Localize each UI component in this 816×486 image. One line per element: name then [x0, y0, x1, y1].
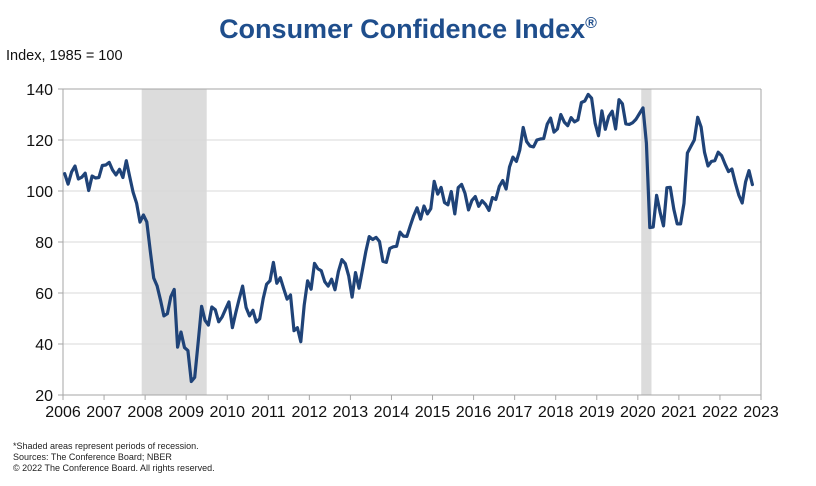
x-tick-label: 2021	[661, 404, 697, 421]
x-tick-label: 2018	[538, 404, 574, 421]
x-tick-label: 2019	[579, 404, 615, 421]
footnote-recession: *Shaded areas represent periods of reces…	[13, 441, 199, 451]
x-tick-label: 2010	[209, 404, 245, 421]
x-tick-label: 2022	[702, 404, 738, 421]
footnote-sources: Sources: The Conference Board; NBER	[13, 452, 172, 462]
series-line-consumer-confidence	[63, 92, 755, 384]
y-axis-label: Index, 1985 = 100	[6, 48, 123, 64]
chart-title-text: Consumer Confidence Index	[219, 14, 586, 44]
x-tick-label: 2017	[497, 404, 533, 421]
y-tick-label: 120	[26, 133, 53, 150]
x-tick-label: 2013	[333, 404, 369, 421]
footnote-copyright: © 2022 The Conference Board. All rights …	[13, 463, 215, 473]
y-tick-label: 100	[26, 184, 53, 201]
y-tick-label: 60	[35, 286, 53, 303]
x-tick-label: 2011	[251, 404, 286, 421]
y-tick-label: 80	[35, 235, 53, 252]
x-tick-labels: 2006 2007 2008 2009 2010 2011 2012 2013 2014 2015…	[45, 404, 779, 421]
x-tick-label: 2009	[168, 404, 204, 421]
y-tick-labels: 20 40 60 80 100 120 140	[26, 82, 53, 405]
x-tick-label: 2014	[374, 404, 410, 421]
x-tick-label: 2006	[45, 404, 81, 421]
x-tick-label: 2012	[292, 404, 328, 421]
y-tick-label: 20	[35, 388, 53, 405]
x-tick-label: 2023	[743, 404, 779, 421]
x-tick-label: 2007	[86, 404, 122, 421]
y-tick-label: 140	[26, 82, 53, 99]
series-group	[63, 92, 755, 384]
registered-mark: ®	[585, 15, 597, 32]
x-tick-label: 2016	[456, 404, 492, 421]
chart-title: Consumer Confidence Index®	[0, 14, 816, 45]
x-tick-label: 2020	[620, 404, 656, 421]
y-tick-label: 40	[35, 337, 53, 354]
axes-group	[58, 88, 762, 400]
footnotes: *Shaded areas represent periods of reces…	[13, 441, 215, 474]
x-tick-label: 2015	[415, 404, 451, 421]
x-tick-label: 2008	[127, 404, 163, 421]
